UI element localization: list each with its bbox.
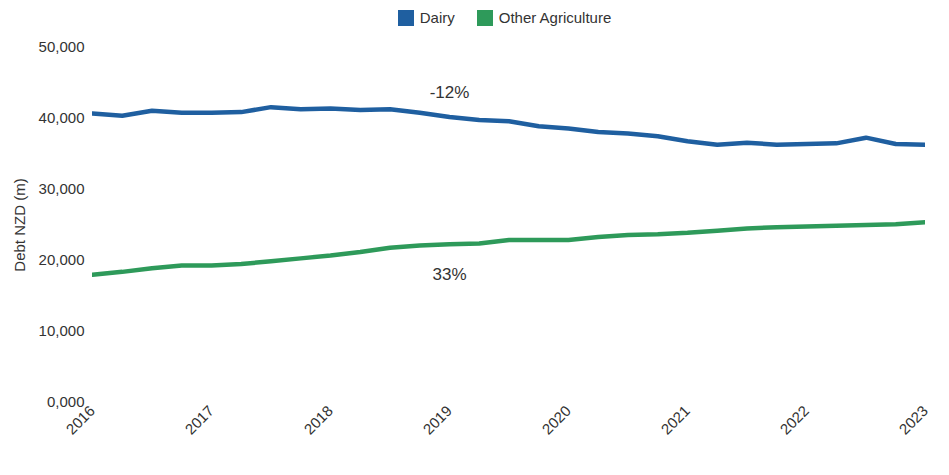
svg-text:40,000: 40,000 — [39, 109, 85, 126]
svg-text:0,000: 0,000 — [47, 393, 85, 411]
svg-text:2016: 2016 — [62, 402, 98, 438]
svg-text:30,000: 30,000 — [39, 180, 85, 197]
svg-text:2018: 2018 — [300, 402, 336, 438]
svg-text:2021: 2021 — [657, 402, 693, 438]
svg-text:2023: 2023 — [895, 402, 931, 438]
svg-text:20,000: 20,000 — [39, 251, 85, 268]
svg-text:33%: 33% — [432, 265, 466, 284]
svg-text:2017: 2017 — [181, 402, 217, 438]
svg-text:-12%: -12% — [430, 83, 470, 102]
svg-text:Debt NZD (m): Debt NZD (m) — [11, 178, 28, 271]
html-text:Other Agriculture: Other Agriculture — [498, 9, 612, 26]
svg-text:2019: 2019 — [419, 402, 455, 438]
svg-text:2020: 2020 — [538, 402, 574, 438]
svg-text:2022: 2022 — [776, 402, 812, 438]
html-text:Dairy: Dairy — [419, 9, 455, 26]
svg-text:10,000: 10,000 — [39, 322, 85, 339]
svg-text:50,000: 50,000 — [39, 38, 85, 55]
